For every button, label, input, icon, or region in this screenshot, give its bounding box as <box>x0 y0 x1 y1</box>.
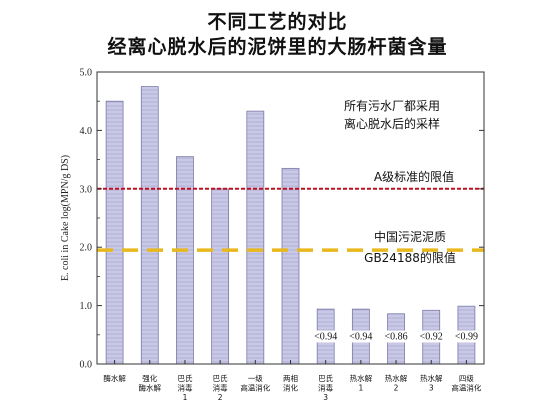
x-tick-label-line: 3 <box>323 393 328 402</box>
x-tick-label-line: 消化 <box>283 383 298 393</box>
x-tick-label-line: 四级 <box>459 373 474 383</box>
class-a-limit-label: A级标准的限值 <box>374 169 454 184</box>
y-tick-label-2: 2.0 <box>80 243 93 254</box>
value-label-9: <0.86 <box>384 331 407 342</box>
bar-5 <box>246 110 265 365</box>
x-tick-label-8: 热水解 1 <box>350 373 373 393</box>
x-tick-label-line: 一级 <box>248 373 263 383</box>
x-tick-label-line: 两相 <box>283 373 298 383</box>
gb-limit-label-line1: 中国污泥泥质 <box>374 229 446 244</box>
reference-lines-layer <box>97 187 484 252</box>
bar-2 <box>140 86 159 365</box>
note-line2: 离心脱水后的采样 <box>344 116 440 131</box>
chart-title-line1: 不同工艺的对比 <box>207 11 348 33</box>
bar-3 <box>176 156 194 365</box>
value-label-7: <0.94 <box>314 331 337 342</box>
x-tick-label-5: 一级高温消化 <box>240 373 270 393</box>
x-tick-label-3: 巴氏消毒 1 <box>177 374 192 402</box>
y-tick-label-0: 0.0 <box>80 360 93 371</box>
x-tick-label-line: 消毒 <box>177 383 192 393</box>
x-tick-label-11: 四级高温消化 <box>451 373 481 393</box>
x-tick-label-line: 消毒 <box>318 383 333 393</box>
x-tick-label-line: 2 <box>394 384 399 393</box>
value-label-bg-9 <box>385 330 407 343</box>
x-tick-label-9: 热水解 2 <box>385 373 408 393</box>
x-tick-label-line: 消毒 <box>213 383 228 393</box>
x-tick-label-line: 热水解 <box>420 373 443 383</box>
x-tick-label-line: 3 <box>429 384 434 393</box>
note-line1: 所有污水厂都采用 <box>344 99 440 113</box>
x-tick-label-line: 巴氏 <box>213 374 228 383</box>
value-label-10: <0.92 <box>420 331 443 342</box>
y-tick-label-1: 1.0 <box>80 301 93 312</box>
bar-6 <box>281 167 300 365</box>
x-tick-label-line: 1 <box>358 384 363 393</box>
value-label-11: <0.99 <box>455 331 478 342</box>
bar-1 <box>105 100 124 365</box>
x-tick-label-line: 高温消化 <box>240 383 270 393</box>
x-tick-label-line: 巴氏 <box>318 374 333 383</box>
y-axis-label: E. coli in Cake log(MPN/g DS) <box>60 155 71 281</box>
x-tick-label-line: 酶水解 <box>139 383 162 393</box>
value-label-bg-11 <box>455 330 477 343</box>
chart-title-line2: 经离心脱水后的泥饼里的大肠杆菌含量 <box>107 36 448 58</box>
value-label-8: <0.94 <box>349 331 372 342</box>
value-label-bg-7 <box>315 330 337 343</box>
x-tick-label-line: 强化 <box>142 373 157 383</box>
y-tick-label-4: 4.0 <box>80 126 93 137</box>
value-label-bg-10 <box>420 330 442 343</box>
x-tick-label-7: 巴氏消毒 3 <box>318 374 333 402</box>
bar-4 <box>211 188 230 365</box>
value-label-bg-8 <box>350 330 372 343</box>
y-tick-label-3: 3.0 <box>80 184 93 195</box>
x-tick-label-6: 两相消化 <box>283 373 298 393</box>
x-tick-label-1: 酶水解 <box>103 373 126 383</box>
x-tick-label-line: 热水解 <box>385 373 408 383</box>
y-tick-label-5: 5.0 <box>80 68 93 79</box>
x-tick-label-2: 强化酶水解 <box>139 373 162 393</box>
x-tick-label-4: 巴氏消毒 2 <box>213 374 228 402</box>
x-tick-label-10: 热水解 3 <box>420 373 443 393</box>
x-tick-label-line: 2 <box>218 393 223 402</box>
x-tick-label-line: 高温消化 <box>451 383 481 393</box>
x-tick-label-line: 热水解 <box>350 373 373 383</box>
gb-limit-label-line2: GB24188的限值 <box>364 250 456 265</box>
labels-layer: <0.94 <0.94 <0.86 <0.92 <0.99 <box>314 330 478 343</box>
x-tick-label-line: 1 <box>183 393 188 402</box>
x-tick-label-line: 酶水解 <box>103 373 126 383</box>
x-tick-label-line: 巴氏 <box>177 374 192 383</box>
